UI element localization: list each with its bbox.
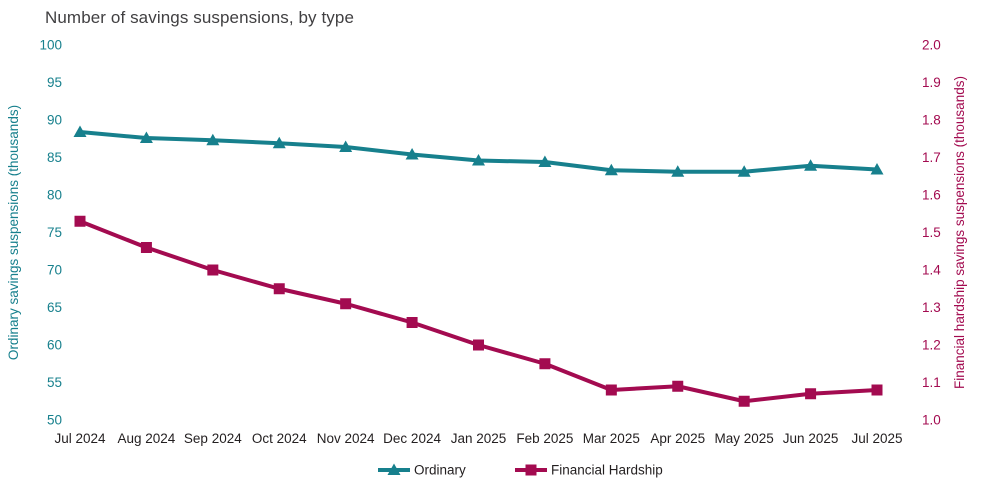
right-axis-title: Financial hardship savings suspensions (… xyxy=(952,76,967,389)
data-point-financial-hardship xyxy=(207,264,219,276)
data-point-financial-hardship xyxy=(340,298,352,310)
left-axis-tick-label: 60 xyxy=(47,338,62,353)
right-axis-tick-label: 1.3 xyxy=(922,300,941,315)
right-axis-tick-label: 1.2 xyxy=(922,338,941,353)
data-point-ordinary xyxy=(604,163,618,176)
data-point-financial-hardship xyxy=(473,339,484,351)
left-axis-tick-label: 75 xyxy=(47,225,62,240)
data-point-ordinary xyxy=(538,155,552,167)
legend-label-ordinary: Ordinary xyxy=(414,463,466,478)
right-axis-tick-label: 1.4 xyxy=(922,263,941,278)
right-axis-tick-label: 1.0 xyxy=(922,413,941,428)
right-axis-tick-label: 1.9 xyxy=(922,75,941,90)
legend-label-financial-hardship: Financial Hardship xyxy=(551,463,663,478)
left-axis-tick-label: 55 xyxy=(47,375,62,390)
data-point-ordinary xyxy=(339,140,353,152)
right-axis-tick-label: 2.0 xyxy=(922,38,941,53)
legend-marker-ordinary xyxy=(387,463,401,475)
data-point-financial-hardship xyxy=(672,380,684,392)
x-axis-tick-label: Oct 2024 xyxy=(252,431,307,446)
data-point-financial-hardship xyxy=(871,384,883,396)
left-axis-tick-label: 80 xyxy=(47,188,62,203)
left-axis-tick-label: 90 xyxy=(47,113,62,128)
x-axis-tick-label: Apr 2025 xyxy=(650,431,705,446)
right-axis-tick-label: 1.5 xyxy=(922,225,941,240)
x-axis-tick-label: Jun 2025 xyxy=(783,431,839,446)
data-point-ordinary xyxy=(737,165,751,177)
series-line-ordinary xyxy=(78,130,879,174)
left-axis-title: Ordinary savings suspensions (thousands) xyxy=(6,105,21,360)
data-point-financial-hardship xyxy=(406,317,418,328)
data-point-ordinary xyxy=(671,165,685,177)
data-point-ordinary xyxy=(206,133,220,146)
left-axis-tick-label: 85 xyxy=(47,150,62,165)
x-axis-tick-label: Mar 2025 xyxy=(583,431,640,446)
left-axis-tick-label: 50 xyxy=(47,413,62,428)
x-axis-tick-label: Dec 2024 xyxy=(383,431,441,446)
data-point-financial-hardship xyxy=(273,283,285,295)
data-point-ordinary xyxy=(870,163,884,175)
series-line-financial-hardship xyxy=(78,219,879,404)
chart-title: Number of savings suspensions, by type xyxy=(45,8,355,27)
data-point-financial-hardship xyxy=(74,215,86,227)
data-point-financial-hardship xyxy=(605,384,617,396)
right-axis-tick-label: 1.1 xyxy=(922,375,941,390)
data-point-ordinary xyxy=(472,154,485,166)
legend-marker-financial-hardship xyxy=(525,464,537,476)
data-point-ordinary xyxy=(73,125,87,137)
data-point-financial-hardship xyxy=(140,242,152,253)
right-axis-tick-label: 1.6 xyxy=(922,188,941,203)
data-point-financial-hardship xyxy=(738,395,750,407)
data-point-financial-hardship xyxy=(805,388,817,400)
x-axis-tick-label: May 2025 xyxy=(715,431,774,446)
x-axis-tick-label: Nov 2024 xyxy=(317,431,375,446)
data-point-ordinary xyxy=(405,148,419,160)
left-axis-tick-label: 70 xyxy=(47,263,62,278)
data-point-ordinary xyxy=(804,159,818,171)
x-axis-tick-label: Aug 2024 xyxy=(118,431,176,446)
x-axis-tick-label: Jul 2025 xyxy=(851,431,902,446)
right-axis-tick-label: 1.8 xyxy=(922,113,941,128)
data-point-ordinary xyxy=(139,131,153,143)
left-axis-tick-label: 65 xyxy=(47,300,62,315)
left-axis-tick-label: 100 xyxy=(39,38,62,53)
x-axis-tick-label: Jul 2024 xyxy=(54,431,106,446)
x-axis-tick-label: Feb 2025 xyxy=(516,431,573,446)
data-point-financial-hardship xyxy=(539,358,551,370)
left-axis-tick-label: 95 xyxy=(47,75,62,90)
right-axis-tick-label: 1.7 xyxy=(922,150,941,165)
x-axis-tick-label: Sep 2024 xyxy=(184,431,242,446)
x-axis-tick-label: Jan 2025 xyxy=(451,431,507,446)
data-point-ordinary xyxy=(272,136,286,149)
